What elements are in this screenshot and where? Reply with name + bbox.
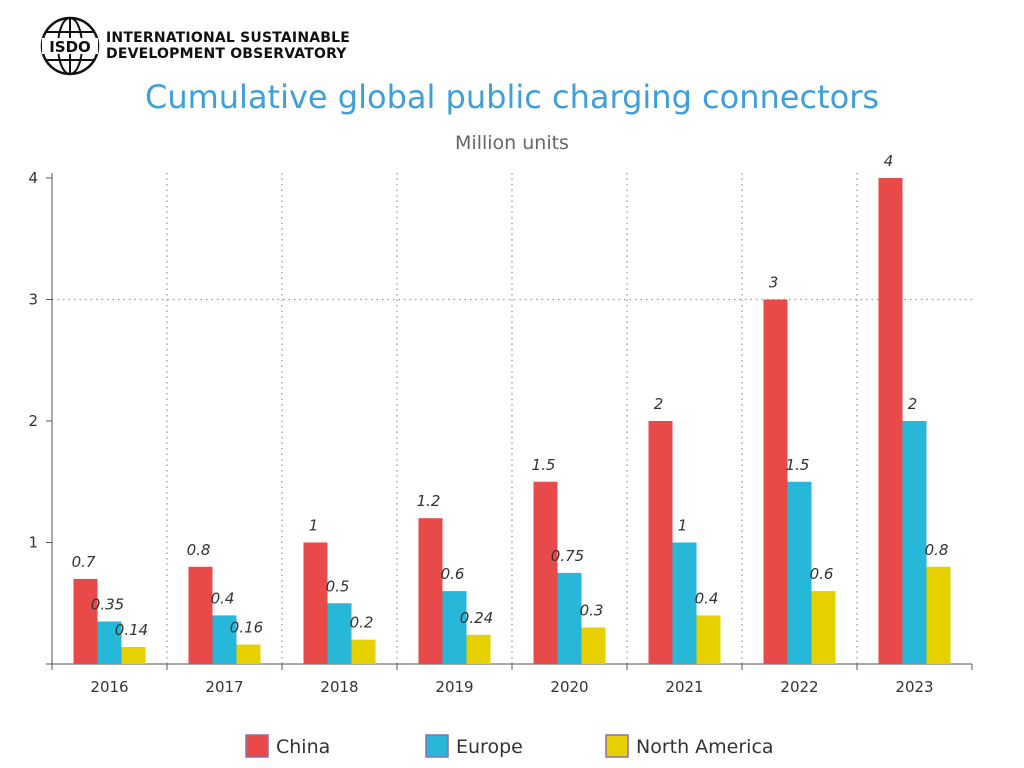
x-tick-label: 2023: [895, 678, 933, 696]
data-label: 1: [678, 517, 688, 535]
org-name-line-2: DEVELOPMENT OBSERVATORY: [106, 46, 347, 62]
x-tick-label: 2020: [550, 678, 588, 696]
data-label: 0.35: [91, 595, 124, 613]
data-label: 1: [309, 517, 319, 535]
x-tick-label: 2017: [205, 678, 243, 696]
data-label: 1.5: [786, 456, 810, 474]
data-label: 0.75: [551, 547, 584, 565]
bar-north-america-2020: [581, 627, 606, 664]
bar-north-america-2022: [811, 591, 836, 664]
header: ISDO INTERNATIONAL SUSTAINABLE DEVELOPME…: [40, 16, 350, 76]
bar-europe-2016: [97, 621, 122, 664]
legend-swatch-china: [245, 734, 269, 758]
data-label: 2: [908, 395, 918, 413]
data-label: 0.4: [695, 589, 719, 607]
data-label: 1.2: [417, 492, 441, 510]
bar-north-america-2018: [351, 639, 376, 664]
bar-europe-2023: [902, 421, 927, 664]
data-label: 3: [769, 274, 779, 292]
data-label: 0.8: [925, 541, 949, 559]
data-label: 1.5: [532, 456, 556, 474]
data-label: 2: [654, 395, 664, 413]
data-label: 0.6: [441, 565, 465, 583]
y-tick-label: 3: [28, 291, 38, 309]
bar-europe-2018: [327, 603, 352, 664]
data-label: 0.24: [460, 609, 493, 627]
isdo-logo-icon: ISDO: [40, 16, 100, 76]
org-name-line-1: INTERNATIONAL SUSTAINABLE: [106, 30, 351, 46]
x-tick-label: 2019: [435, 678, 473, 696]
y-tick-label: 1: [28, 534, 38, 552]
chart-title: Cumulative global public charging connec…: [144, 78, 880, 116]
bar-north-america-2017: [236, 644, 261, 664]
data-label: 0.8: [187, 541, 211, 559]
x-tick-label: 2021: [665, 678, 703, 696]
bar-china-2016: [73, 578, 98, 664]
legend-label: Europe: [456, 736, 523, 758]
bar-china-2023: [878, 178, 903, 664]
legend-label: North America: [636, 736, 774, 758]
data-label: 0.2: [350, 614, 374, 632]
data-label: 0.16: [230, 619, 263, 637]
bar-china-2020: [533, 481, 558, 664]
y-tick-label: 4: [28, 169, 38, 187]
legend-label: China: [276, 736, 330, 758]
data-label: 4: [884, 152, 894, 170]
organization-name: INTERNATIONAL SUSTAINABLE DEVELOPMENT OB…: [106, 30, 350, 62]
bar-europe-2022: [787, 481, 812, 664]
bar-north-america-2019: [466, 634, 491, 664]
legend-swatch-europe: [425, 734, 449, 758]
bar-china-2019: [418, 518, 443, 664]
data-label: 0.3: [580, 602, 604, 620]
bar-europe-2021: [672, 542, 697, 664]
data-label: 0.14: [115, 621, 148, 639]
x-tick-label: 2018: [320, 678, 358, 696]
chart-subtitle: Million units: [455, 132, 569, 154]
data-label: 0.5: [326, 577, 350, 595]
data-label: 0.4: [211, 589, 235, 607]
y-tick-label: 2: [28, 412, 38, 430]
data-label: 0.7: [72, 553, 96, 571]
bar-north-america-2023: [926, 566, 951, 664]
bar-europe-2017: [212, 615, 237, 664]
legend: China Europe North America: [245, 734, 774, 758]
bar-north-america-2021: [696, 615, 721, 664]
bar-europe-2019: [442, 591, 467, 664]
bar-north-america-2016: [121, 646, 146, 664]
bar-china-2018: [303, 542, 328, 664]
legend-swatch-north-america: [605, 734, 629, 758]
data-label: 0.6: [810, 565, 834, 583]
bars: [73, 178, 951, 664]
bar-china-2022: [763, 299, 788, 664]
bar-europe-2020: [557, 572, 582, 664]
x-tick-label: 2016: [90, 678, 128, 696]
x-tick-label: 2022: [780, 678, 818, 696]
bar-china-2017: [188, 566, 213, 664]
bar-china-2021: [648, 421, 673, 664]
data-labels: 0.7 0.35 0.14 0.8 0.4 0.16 1 0.5 0.2 1.2 0.6 0.24 1.…: [72, 152, 949, 639]
logo-text: ISDO: [49, 38, 91, 56]
